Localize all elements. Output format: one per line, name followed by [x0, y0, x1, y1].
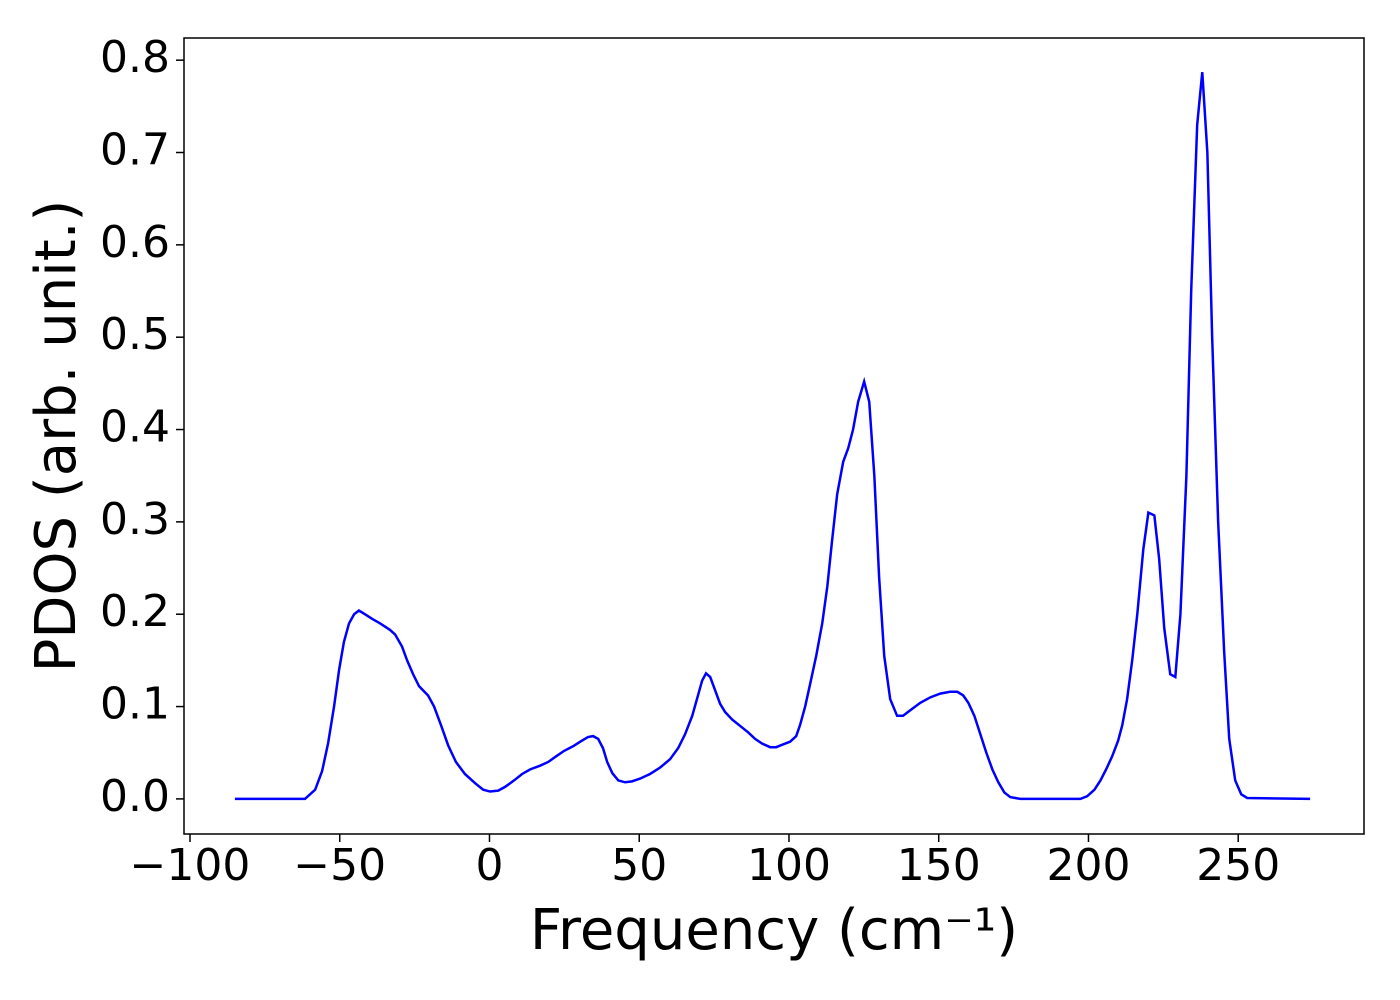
y-tick-label: 0.5: [100, 309, 170, 360]
x-tick-label: 150: [897, 840, 981, 891]
y-axis-label: PDOS (arb. unit.): [24, 200, 89, 673]
x-axis-label: Frequency (cm⁻¹): [530, 898, 1018, 963]
x-tick-label: −100: [130, 840, 251, 891]
x-tick-label: −50: [293, 840, 386, 891]
line: [234, 72, 1311, 801]
x-tick-label: 250: [1196, 840, 1280, 891]
x-tick-label: 0: [475, 840, 503, 891]
plot-frame: [183, 37, 1365, 835]
x-tick-label: 50: [611, 840, 667, 891]
x-tick-label: 200: [1046, 840, 1130, 891]
y-tick-label: 0.2: [100, 586, 170, 637]
y-tick-label: 0.4: [100, 402, 170, 453]
y-tick-label: 0.1: [100, 679, 170, 730]
y-tick-label: 0.3: [100, 494, 170, 545]
x-tick-label: 100: [747, 840, 831, 891]
y-tick-label: 0.6: [100, 217, 170, 268]
y-tick-label: 0.0: [100, 771, 170, 822]
y-tick-label: 0.8: [100, 32, 170, 83]
y-tick-label: 0.7: [100, 125, 170, 176]
